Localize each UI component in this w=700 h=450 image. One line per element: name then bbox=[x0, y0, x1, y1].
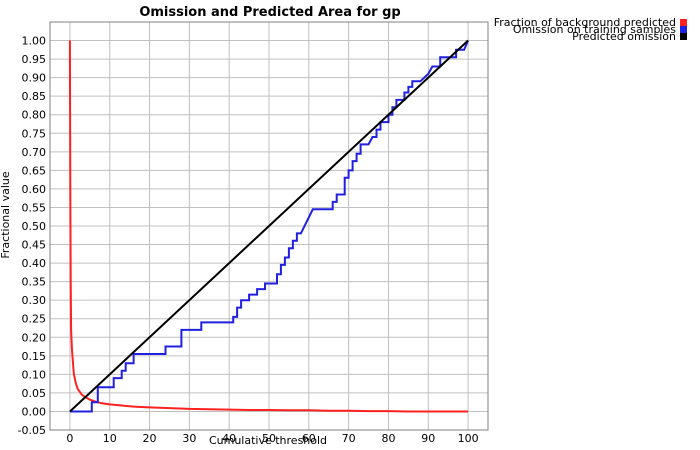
legend-swatch bbox=[680, 33, 687, 40]
y-tick-label: 0.50 bbox=[22, 220, 47, 233]
x-tick-label: 60 bbox=[302, 432, 316, 445]
y-tick-label: 0.00 bbox=[22, 405, 47, 418]
y-tick-label: 0.90 bbox=[22, 72, 47, 85]
x-axis-title: Cumulative threshold bbox=[209, 434, 327, 447]
y-tick-label: 0.05 bbox=[22, 387, 47, 400]
y-tick-label: 0.70 bbox=[22, 146, 47, 159]
chart-title: Omission and Predicted Area for gp bbox=[139, 5, 400, 20]
y-tick-label: 0.85 bbox=[22, 90, 47, 103]
x-tick-label: 40 bbox=[222, 432, 236, 445]
x-tick-label: 30 bbox=[182, 432, 196, 445]
y-tick-label: 0.15 bbox=[22, 350, 47, 363]
legend-swatch bbox=[680, 19, 687, 26]
series-line-1 bbox=[68, 40, 469, 413]
x-tick-label: 70 bbox=[342, 432, 356, 445]
x-tick-label: 20 bbox=[143, 432, 157, 445]
x-tick-label: 90 bbox=[421, 432, 435, 445]
legend-label: Predicted omission bbox=[572, 30, 676, 43]
y-tick-label: 0.20 bbox=[22, 331, 47, 344]
y-tick-label: 0.40 bbox=[22, 257, 47, 270]
y-tick-label: 0.35 bbox=[22, 276, 47, 289]
legend-label: Omission on training samples bbox=[513, 23, 676, 36]
legend-swatch bbox=[680, 26, 687, 33]
legend-label: Fraction of background predicted bbox=[494, 16, 676, 29]
x-tick-label: 100 bbox=[458, 432, 479, 445]
x-axis-ticks: 0 10 20 30 40 50 60 70 80 90 100 bbox=[66, 432, 478, 445]
y-tick-label: 0.75 bbox=[22, 127, 47, 140]
y-axis-ticks: -0.05 0.00 0.05 0.10 0.15 0.20 0.25 0.30 0.35 0.4… bbox=[18, 35, 46, 437]
y-tick-label: 0.55 bbox=[22, 201, 47, 214]
y-tick-label: 0.95 bbox=[22, 53, 47, 66]
y-tick-label: 0.65 bbox=[22, 164, 47, 177]
y-tick-label: 1.00 bbox=[22, 35, 47, 48]
y-tick-label: 0.30 bbox=[22, 294, 47, 307]
x-tick-label: 50 bbox=[262, 432, 276, 445]
y-tick-label: 0.25 bbox=[22, 313, 47, 326]
y-tick-label: 0.10 bbox=[22, 368, 47, 381]
plot-frame bbox=[49, 21, 489, 431]
x-tick-label: 10 bbox=[103, 432, 117, 445]
y-axis-title: Fractional value bbox=[0, 171, 12, 258]
y-tick-label: 0.80 bbox=[22, 109, 47, 122]
series-line-3 bbox=[69, 39, 469, 413]
series-lines bbox=[68, 39, 470, 413]
y-tick-label: 0.45 bbox=[22, 239, 47, 252]
x-tick-label: 0 bbox=[66, 432, 73, 445]
y-tick-label: -0.05 bbox=[18, 424, 46, 437]
x-tick-label: 80 bbox=[381, 432, 395, 445]
legend: Fraction of background predictedOmission… bbox=[494, 16, 687, 43]
y-tick-label: 0.60 bbox=[22, 183, 47, 196]
